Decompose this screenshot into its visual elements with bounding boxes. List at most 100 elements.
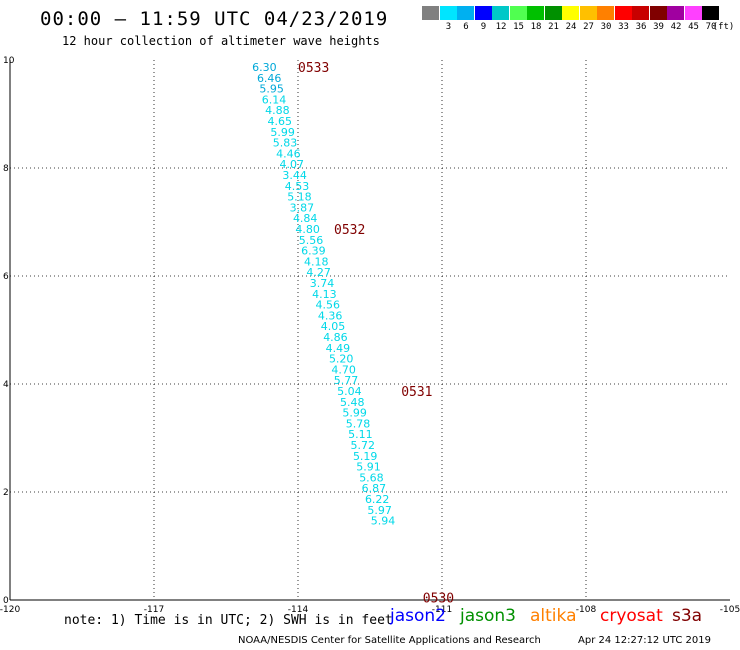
swh-value-label: 4.49 [326,342,351,355]
scale-swatch [492,6,509,20]
x-tick-label: -120 [0,605,20,615]
scale-label: 39 [653,22,664,32]
swh-value-label: 4.56 [316,299,341,312]
scale-swatch [702,6,719,20]
swh-value-label: 5.04 [337,385,362,398]
swh-value-label: 5.72 [351,439,376,452]
swh-value-label: 4.36 [318,309,343,322]
scale-label: 12 [495,22,507,32]
scale-swatch [474,6,492,20]
scale-swatch [527,6,544,20]
scale-swatch [439,6,457,20]
legend-cryosat: cryosat [600,606,663,626]
scale-label: 21 [548,22,559,32]
swh-value-label: 5.11 [348,428,373,441]
swh-value-label: 6.46 [257,72,282,85]
y-tick-label: 6 [3,272,9,282]
swh-value-label: 5.77 [334,374,359,387]
scale-swatch [457,6,474,20]
scale-unit: (ft) [712,22,735,32]
swh-value-label: 5.19 [353,450,378,463]
scale-label: 15 [513,22,524,32]
swh-value-label: 4.05 [321,320,346,333]
credit-line: NOAA/NESDIS Center for Satellite Applica… [238,635,541,646]
swh-value-label: 5.83 [273,137,298,150]
x-tick-label: -111 [432,605,452,615]
scale-swatch [422,6,439,20]
swh-value-label: 5.68 [359,471,384,484]
x-tick-label: -105 [720,605,740,615]
swh-value-label: 4.65 [268,115,293,128]
y-tick-label: 10 [3,56,15,66]
swh-value-label: 4.70 [331,363,356,376]
swh-value-label: 3.87 [290,201,315,214]
swh-value-label: 4.27 [306,266,331,279]
scale-label: 36 [635,22,647,32]
swh-value-label: 5.91 [356,461,381,474]
scale-swatch [614,6,632,20]
swh-value-label: 5.78 [346,417,371,430]
swh-value-label: 3.74 [310,277,335,290]
scale-swatch [649,6,667,20]
generation-timestamp: Apr 24 12:27:12 UTC 2019 [578,635,711,646]
scale-swatch [597,6,614,20]
swh-value-label: 4.86 [323,331,348,344]
map-title: 00:00 – 11:59 UTC 04/23/2019 [40,8,389,30]
swh-value-label: 5.99 [270,126,295,139]
scale-swatch [579,6,597,20]
swh-value-label: 5.99 [342,407,367,420]
swh-value-label: 4.53 [285,180,310,193]
scale-label: 70 [705,22,717,32]
swh-value-label: 6.30 [252,61,277,74]
legend-altika: altika [530,606,577,626]
y-tick-label: 8 [3,164,9,174]
scale-swatch [632,6,649,20]
scale-label: 42 [670,22,682,32]
swh-value-label: 6.22 [365,493,390,506]
swh-value-label: 4.88 [265,104,290,117]
scale-swatch [667,6,684,20]
scale-swatch [544,6,562,20]
scale-label: 6 [463,22,469,32]
x-tick-label: -114 [288,605,309,615]
swh-value-label: 6.87 [362,482,387,495]
legend-jason3: jason3 [460,606,516,626]
swh-value-label: 4.18 [304,255,329,268]
footer-note: note: 1) Time is in UTC; 2) SWH is in fe… [64,613,393,628]
swh-value-label: 4.13 [312,288,337,301]
time-label: 0531 [401,385,432,400]
scale-label: 9 [480,22,487,32]
swh-value-label: 4.07 [280,158,305,171]
swh-value-label: 4.46 [276,147,301,160]
scale-label: 33 [618,22,629,32]
legend-jason2: jason2 [390,606,446,626]
scale-label: 24 [565,22,577,32]
scale-label: 18 [530,22,542,32]
swh-value-label: 5.18 [287,191,312,204]
y-tick-label: 4 [3,380,9,390]
x-tick-label: -108 [576,605,597,615]
swh-value-label: 4.80 [295,223,320,236]
swh-value-label: 5.56 [299,234,324,247]
y-tick-label: 0 [3,596,9,606]
legend-s3a: s3a [672,606,703,626]
x-tick-label: -117 [144,605,164,615]
swh-value-label: 6.39 [301,245,326,258]
scale-label: 30 [600,22,612,32]
map-subtitle: 12 hour collection of altimeter wave hei… [62,34,380,48]
swh-value-label: 4.84 [293,212,318,225]
scale-swatch [684,6,702,20]
time-label: 0532 [334,223,365,238]
time-label: 0533 [298,61,329,76]
y-tick-label: 2 [3,488,9,498]
swh-value-label: 5.20 [329,353,354,366]
scale-swatch [562,6,579,20]
scale-label: 27 [583,22,594,32]
swh-value-label: 5.95 [259,83,284,96]
swh-value-label: 3.44 [282,169,307,182]
swh-value-label: 5.94 [371,515,396,528]
swh-value-label: 5.97 [367,504,392,517]
swh-value-label: 5.48 [340,396,365,409]
swh-value-label: 6.14 [262,93,287,106]
